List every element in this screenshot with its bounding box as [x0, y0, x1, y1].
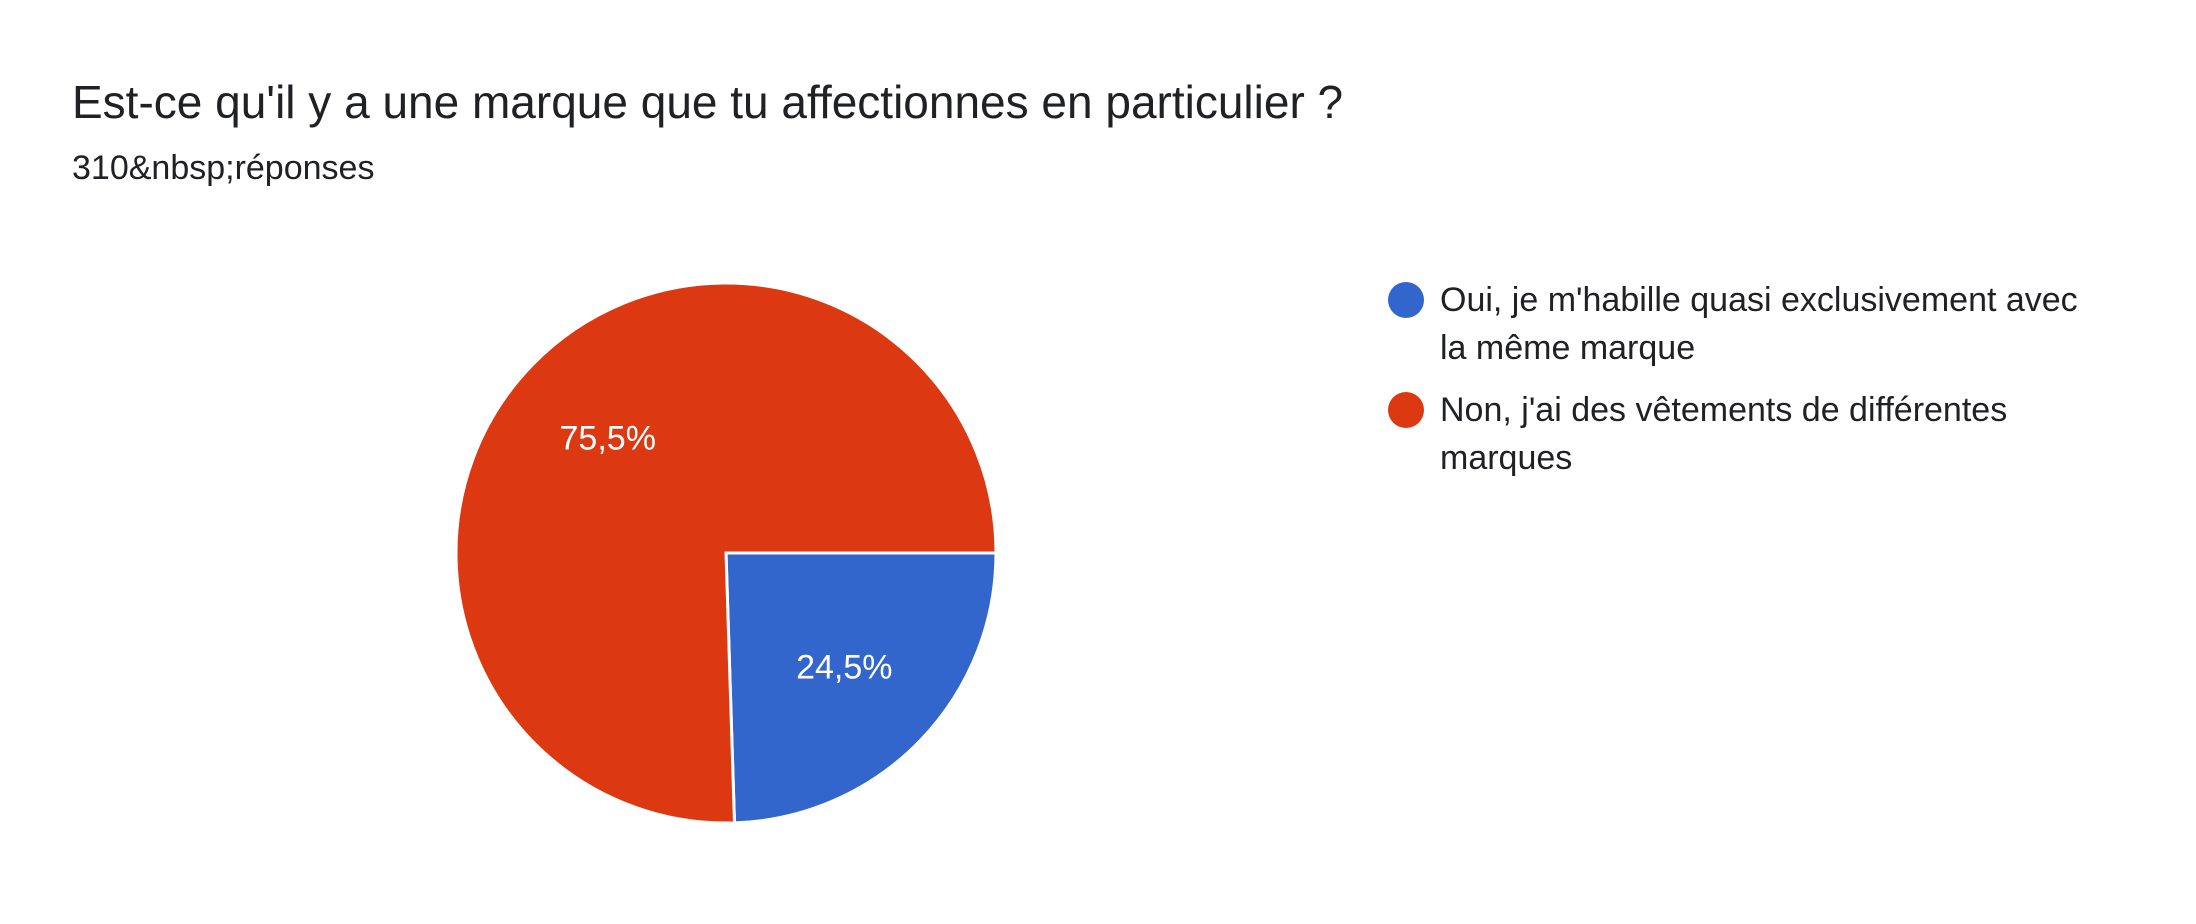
pie-label-non: 75,5%	[560, 419, 656, 457]
legend-item-non[interactable]: Non, j'ai des vêtements de différentes m…	[1388, 386, 2108, 482]
chart-legend: Oui, je m'habille quasi exclusivement av…	[1388, 276, 2108, 496]
legend-label-oui: Oui, je m'habille quasi exclusivement av…	[1440, 281, 2078, 367]
pie-label-oui: 24,5%	[796, 649, 892, 687]
question-title: Est-ce qu'il y a une marque que tu affec…	[72, 76, 1344, 128]
pie-slice-oui[interactable]	[724, 551, 998, 825]
legend-label-non: Non, j'ai des vêtements de différentes m…	[1440, 391, 2008, 477]
legend-swatch-oui	[1388, 282, 1424, 318]
legend-item-oui[interactable]: Oui, je m'habille quasi exclusivement av…	[1388, 276, 2108, 372]
legend-swatch-non	[1388, 392, 1424, 428]
pie-slice-non[interactable]	[454, 281, 998, 825]
response-count: 310&nbsp;réponses	[72, 149, 375, 187]
